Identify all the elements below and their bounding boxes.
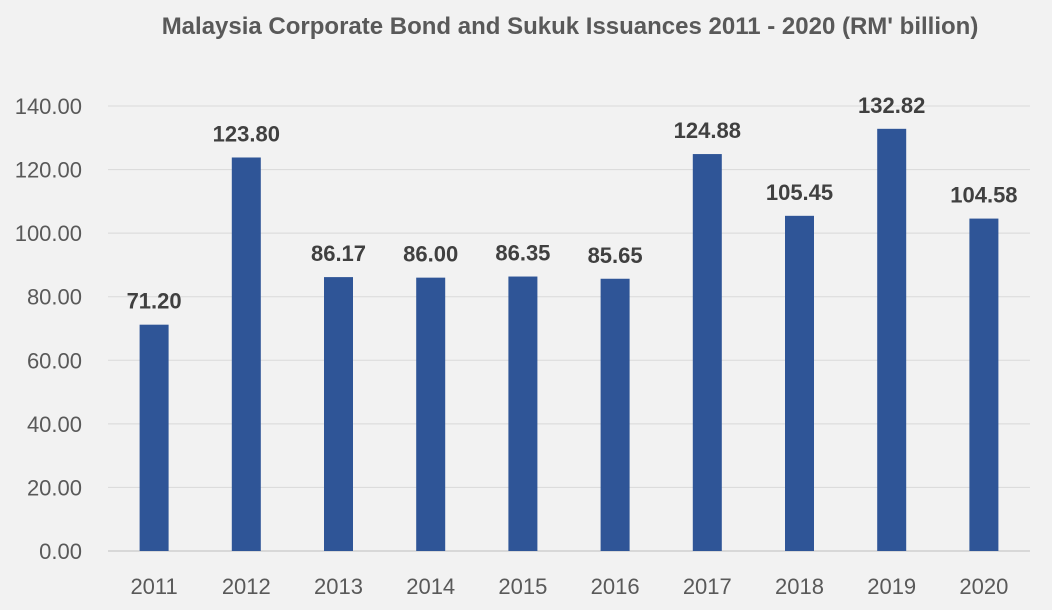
bar [416, 277, 446, 551]
x-tick-label: 2017 [683, 574, 732, 599]
x-tick-label: 2011 [130, 574, 177, 599]
y-tick-label: 140.00 [15, 94, 82, 119]
bar [508, 276, 538, 551]
data-label: 123.80 [213, 121, 280, 146]
x-tick-label: 2016 [591, 574, 640, 599]
data-label: 105.45 [766, 180, 833, 205]
y-tick-label: 80.00 [27, 285, 82, 310]
data-label: 71.20 [127, 289, 182, 314]
y-tick-label: 120.00 [15, 158, 82, 183]
bar [692, 154, 722, 551]
data-label: 85.65 [588, 243, 643, 268]
bar [877, 128, 907, 551]
y-tick-label: 0.00 [39, 539, 82, 564]
bar [231, 157, 261, 551]
data-label: 86.35 [495, 241, 550, 266]
data-label: 124.88 [674, 118, 741, 143]
data-label: 86.17 [311, 241, 366, 266]
y-tick-label: 60.00 [27, 348, 82, 373]
data-label: 86.00 [403, 242, 458, 267]
data-label: 104.58 [950, 183, 1017, 208]
x-tick-label: 2013 [314, 574, 363, 599]
x-tick-label: 2014 [406, 574, 455, 599]
x-tick-label: 2018 [775, 574, 824, 599]
x-tick-label: 2020 [959, 574, 1008, 599]
bar [969, 218, 999, 551]
bar [600, 278, 630, 551]
chart-title: Malaysia Corporate Bond and Sukuk Issuan… [161, 13, 979, 40]
y-tick-label: 40.00 [27, 412, 82, 437]
y-tick-label: 100.00 [15, 221, 82, 246]
bar [139, 324, 169, 551]
bar [785, 215, 814, 551]
x-tick-label: 2015 [498, 574, 547, 599]
x-tick-label: 2012 [222, 574, 271, 599]
y-tick-label: 20.00 [27, 475, 82, 500]
x-tick-label: 2019 [867, 574, 916, 599]
data-label: 132.82 [858, 93, 925, 118]
bar [324, 277, 353, 551]
